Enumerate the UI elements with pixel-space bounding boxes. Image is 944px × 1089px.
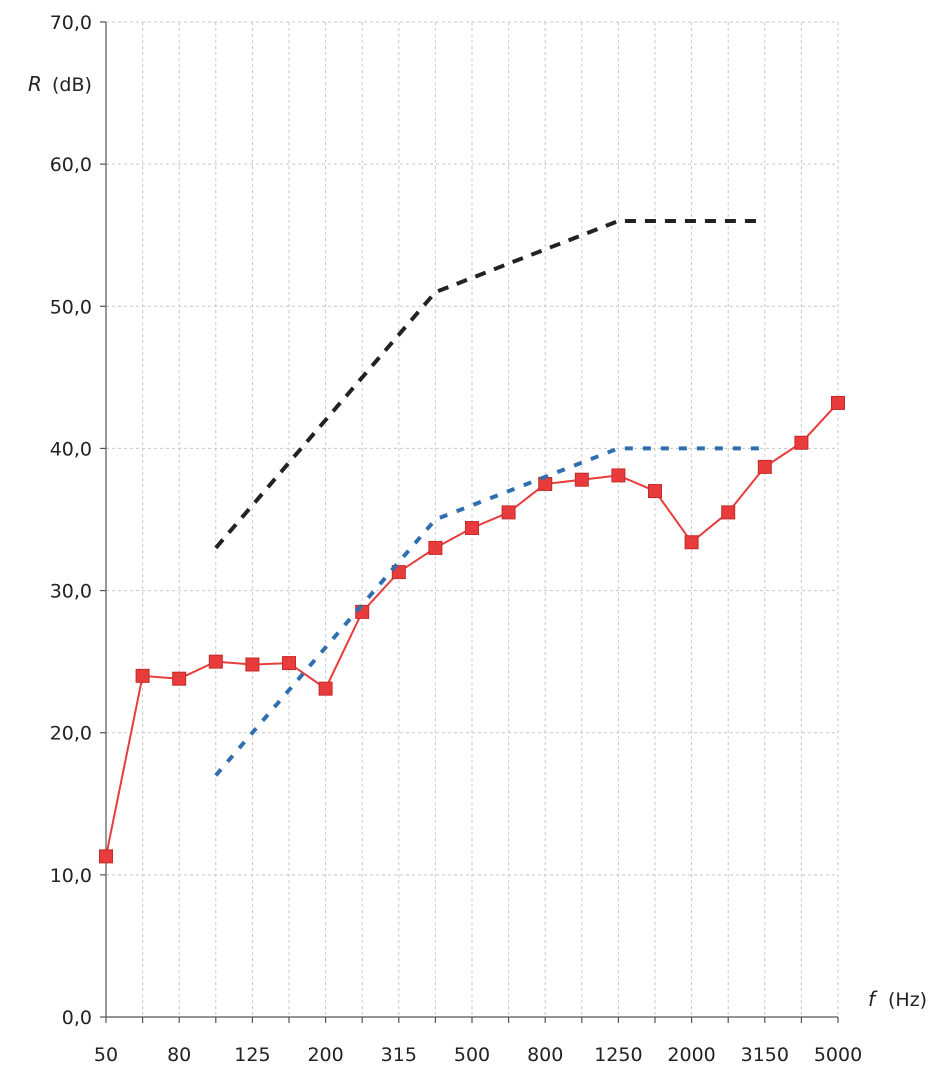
x-tick-label: 50 [94, 1044, 118, 1066]
x-tick-label: 5000 [814, 1044, 862, 1066]
x-tick-label: 800 [527, 1044, 563, 1066]
series-line-3 [214, 219, 765, 550]
data-point-marker [501, 505, 516, 520]
y-tick-label: 0,0 [62, 1007, 92, 1029]
x-tick-label: 1250 [594, 1044, 642, 1066]
x-axis-symbol: f [868, 987, 878, 1011]
y-tick-label: 30,0 [50, 581, 92, 603]
x-tick-label: 3150 [741, 1044, 789, 1066]
series-layer [99, 219, 845, 864]
x-tick-label: 500 [454, 1044, 490, 1066]
data-point-marker [721, 505, 736, 520]
y-tick-label: 50,0 [50, 296, 92, 318]
data-point-marker [428, 540, 443, 555]
y-tick-labels: 0,0 10,0 20,0 30,0 40,0 50,0 60,0 70,0 [50, 12, 92, 1029]
x-axis-unit: (Hz) [888, 989, 927, 1011]
data-point-marker [831, 395, 845, 410]
x-tick-label: 315 [381, 1044, 417, 1066]
data-point-marker [99, 849, 113, 864]
y-tick-label: 70,0 [50, 12, 92, 34]
data-point-marker [282, 656, 296, 671]
y-tick-label: 20,0 [50, 723, 92, 745]
data-point-marker [611, 468, 626, 483]
data-point-marker [574, 472, 589, 487]
data-point-marker [648, 484, 662, 499]
x-tick-label: 125 [234, 1044, 270, 1066]
y-tick-label: 60,0 [50, 154, 92, 176]
data-point-marker [135, 668, 150, 683]
series-line-2 [214, 446, 765, 777]
y-axis-symbol: R [28, 72, 42, 96]
x-tick-label: 80 [167, 1044, 191, 1066]
data-point-marker [318, 681, 333, 696]
data-point-marker [172, 671, 187, 686]
data-point-marker [538, 476, 553, 491]
data-point-marker [208, 654, 223, 669]
data-point-marker [794, 435, 809, 450]
x-tick-label: 2000 [667, 1044, 715, 1066]
data-point-marker [245, 657, 260, 672]
data-point-marker [757, 459, 772, 474]
y-tick-label: 40,0 [50, 438, 92, 460]
x-tick-labels: 50 80 125 200 315 500 800 1250 2000 3150 5000 [94, 1044, 862, 1066]
x-tick-label: 200 [307, 1044, 343, 1066]
data-point-marker [684, 535, 699, 550]
grid [106, 21, 839, 1017]
y-tick-label: 10,0 [50, 865, 92, 887]
y-axis-unit: (dB) [52, 74, 92, 96]
data-point-marker [465, 521, 479, 536]
